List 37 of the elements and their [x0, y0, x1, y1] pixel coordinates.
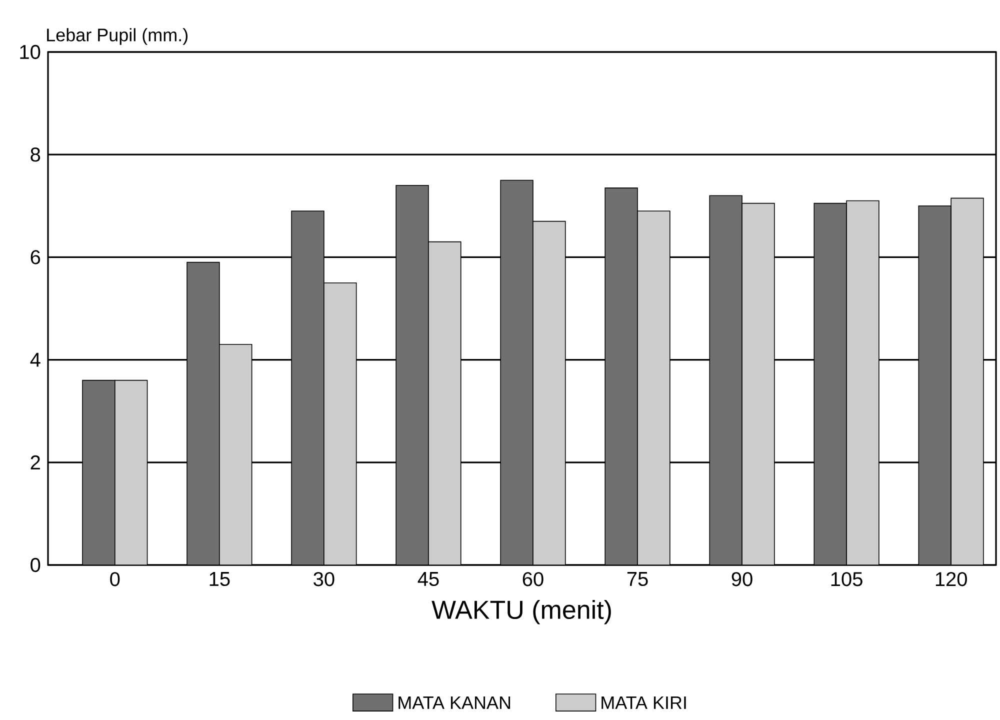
bar — [742, 203, 774, 566]
bar — [396, 185, 428, 566]
bar — [532, 221, 566, 566]
y-tick-label: 0 — [30, 558, 40, 572]
x-tick-label: 0 — [110, 572, 120, 586]
bar — [428, 242, 461, 566]
x-tick-label: 15 — [210, 572, 230, 586]
bar — [846, 200, 879, 566]
bar — [500, 180, 533, 566]
x-tick-label: 90 — [732, 572, 752, 586]
bar — [187, 262, 220, 566]
y-tick-label: 8 — [30, 148, 40, 162]
x-axis-title: WAKTU (menit) — [432, 600, 611, 624]
bar — [605, 188, 638, 566]
x-tick-label: 45 — [418, 572, 439, 586]
bar — [814, 203, 847, 566]
y-tick-label: 6 — [30, 250, 40, 264]
legend-label: MATA KIRI — [602, 696, 686, 709]
x-tick-label: 120 — [936, 572, 967, 586]
bar — [219, 344, 252, 566]
bar — [324, 282, 356, 566]
bar — [710, 196, 742, 566]
bar — [82, 380, 115, 566]
y-tick-label: 2 — [30, 455, 40, 470]
legend-label: MATA KANAN — [398, 696, 510, 709]
x-tick-label: 60 — [522, 572, 544, 586]
bar — [114, 380, 148, 566]
x-tick-label: 105 — [831, 572, 862, 586]
bar — [918, 206, 952, 566]
bar — [638, 211, 670, 566]
y-tick-label: 10 — [20, 44, 40, 60]
bar — [292, 211, 324, 566]
y-axis-title: Lebar Pupil (mm.) — [47, 28, 188, 45]
y-tick-label: 4 — [30, 352, 40, 367]
x-tick-label: 75 — [627, 572, 648, 586]
bar — [950, 198, 984, 566]
x-tick-label: 30 — [314, 572, 334, 586]
